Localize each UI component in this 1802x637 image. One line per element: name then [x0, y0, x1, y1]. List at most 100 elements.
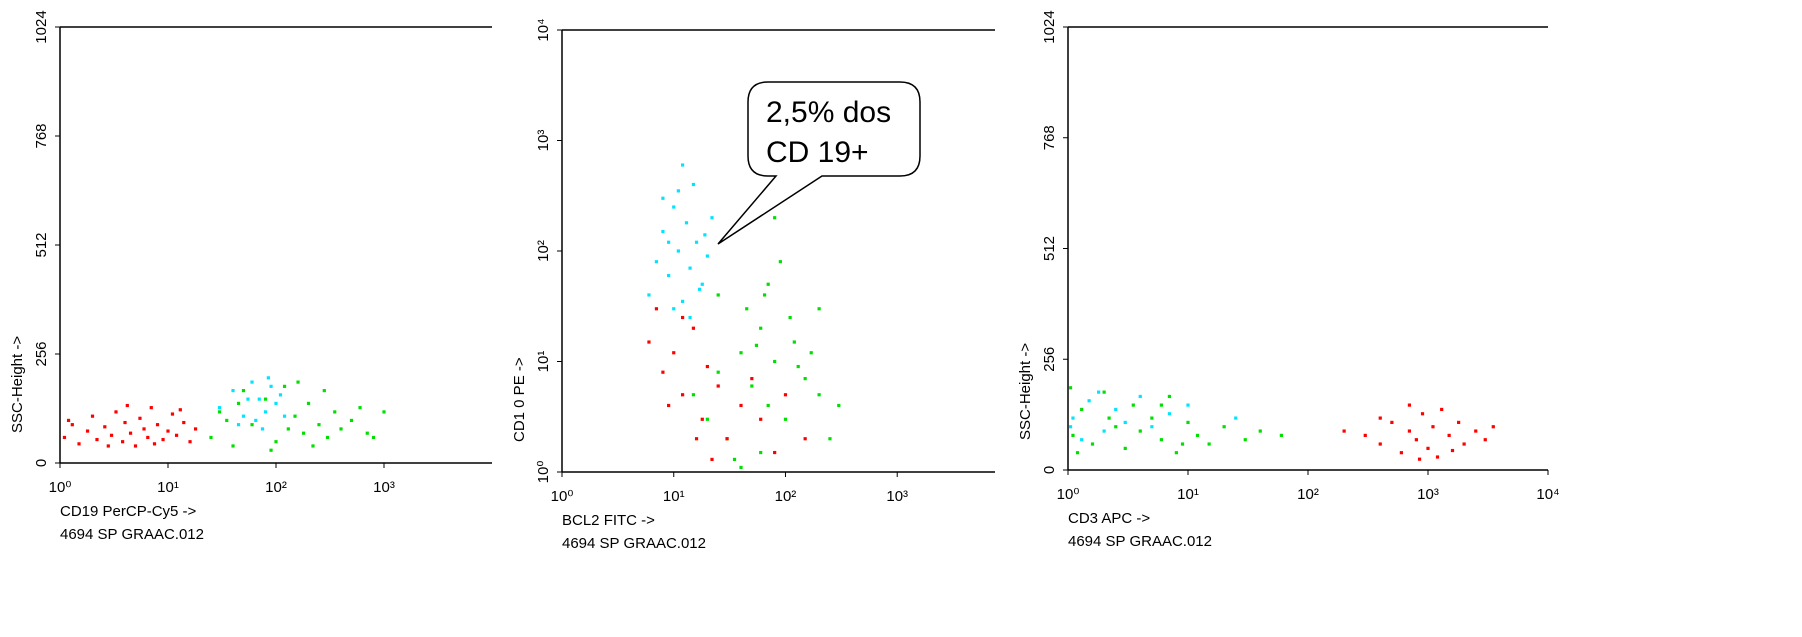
annotation: CD 19+ [766, 136, 869, 169]
event-dot [803, 377, 807, 381]
event-dot [661, 370, 665, 374]
event-dot [680, 393, 685, 397]
event-dot [1123, 446, 1127, 450]
event-dot [792, 340, 796, 344]
event-dot [732, 457, 737, 462]
event-dot [296, 380, 300, 384]
event-dot [358, 406, 362, 410]
event-dot [325, 435, 330, 440]
y-tick-label: 10³ [535, 130, 552, 152]
event-dot [766, 403, 770, 408]
event-dot [333, 410, 337, 414]
event-dot [62, 435, 67, 440]
x-tick-label: 10⁰ [551, 488, 574, 505]
event-dot [694, 240, 699, 244]
event-dot [672, 307, 676, 311]
event-dot [1071, 433, 1075, 437]
event-dot [667, 403, 671, 408]
event-dot [193, 427, 198, 431]
event-dot [1420, 412, 1425, 416]
y-tick-label: 0 [33, 459, 50, 467]
event-dot [1234, 416, 1238, 420]
event-dot [710, 216, 714, 220]
event-dot [759, 450, 763, 455]
event-dot [293, 414, 297, 418]
event-dot [672, 205, 676, 209]
event-dot [282, 414, 287, 418]
event-dot [339, 427, 343, 431]
event-dot [263, 410, 268, 414]
event-dot [382, 410, 386, 414]
event-dot [1279, 433, 1283, 437]
event-dot [349, 418, 354, 423]
event-dot [241, 389, 246, 393]
callout-box [717, 81, 921, 245]
event-dot [152, 442, 157, 446]
event-dot [138, 416, 142, 420]
event-dot [1222, 425, 1226, 429]
event-dot [142, 427, 146, 431]
event-dot [1342, 429, 1346, 433]
event-dot [236, 401, 241, 405]
x-tick-label: 10² [265, 479, 287, 496]
event-dot [705, 364, 709, 369]
event-dot [1407, 429, 1412, 433]
event-dot [1414, 438, 1418, 442]
event-dot [109, 433, 114, 437]
event-dot [1180, 442, 1185, 446]
event-dot [1407, 403, 1412, 407]
event-dot [1363, 433, 1367, 437]
event-dot [1399, 451, 1403, 455]
event-dot [178, 408, 182, 412]
y-tick-label: 1024 [1041, 10, 1058, 43]
event-dot [95, 437, 99, 442]
event-dot [217, 406, 222, 410]
event-dot [317, 423, 321, 427]
event-dot [66, 418, 71, 423]
event-dot [1167, 412, 1172, 416]
event-dot [1390, 420, 1394, 425]
event-dot [1114, 425, 1118, 429]
event-dot [1087, 399, 1091, 403]
event-dot [803, 437, 807, 441]
event-dot [274, 440, 278, 444]
event-dot [672, 351, 676, 355]
event-dot [266, 376, 270, 380]
event-dot [697, 287, 702, 291]
event-dot [688, 266, 692, 270]
event-dot [1186, 403, 1190, 407]
event-dot [1474, 429, 1478, 433]
y-tick-label: 512 [1041, 236, 1058, 261]
event-dot [654, 260, 659, 264]
event-dot [106, 444, 110, 448]
event-dot [77, 442, 81, 446]
event-dot [661, 229, 665, 234]
event-dot [282, 384, 287, 388]
event-dot [1097, 390, 1101, 394]
event-dot [1426, 446, 1430, 450]
event-dot [680, 163, 685, 167]
y-tick-label: 0 [1041, 466, 1058, 474]
event-dot [1258, 429, 1262, 433]
event-dot [269, 448, 273, 452]
event-dot [680, 299, 685, 303]
event-dot [250, 380, 254, 384]
event-dot [778, 260, 782, 264]
x-tick-label: 10⁰ [1057, 486, 1080, 503]
event-dot [1195, 433, 1200, 437]
x-axis-title: CD19 PerCP-Cy5 -> [60, 503, 197, 520]
event-dot [121, 440, 125, 444]
event-dot [750, 384, 754, 388]
y-tick-label: 10¹ [535, 351, 552, 373]
event-dot [1150, 425, 1154, 429]
event-dot [667, 273, 671, 278]
event-dot [182, 420, 186, 425]
event-dot [103, 425, 107, 429]
event-dot [1102, 429, 1106, 433]
x-axis-title: BCL2 FITC -> [562, 512, 655, 529]
event-dot [705, 417, 709, 421]
event-dot [231, 389, 235, 393]
event-dot [1068, 386, 1073, 390]
event-dot [1491, 425, 1495, 429]
event-dot [128, 431, 133, 435]
